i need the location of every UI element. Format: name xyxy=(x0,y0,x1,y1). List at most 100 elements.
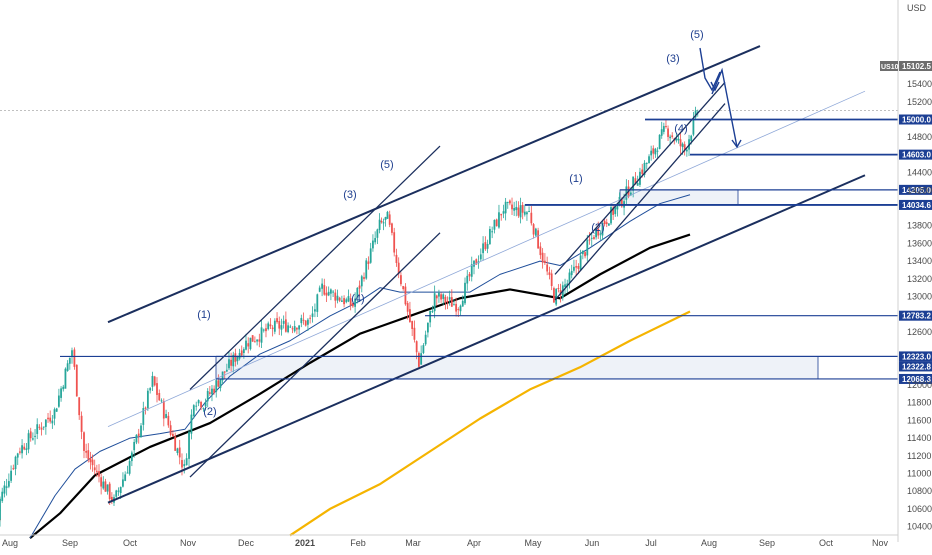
candle-body xyxy=(137,433,140,436)
candle-body xyxy=(160,400,163,402)
candle-body xyxy=(442,294,445,299)
candle-body xyxy=(586,239,589,256)
candle-body xyxy=(656,150,659,152)
candle-body xyxy=(568,272,571,283)
candle-body xyxy=(652,148,655,154)
candle-body xyxy=(245,340,247,350)
candle-body xyxy=(605,222,608,224)
y-tick-label: 15200.0 xyxy=(907,97,932,107)
candle-body xyxy=(151,375,154,387)
y-tick-label: 13200.0 xyxy=(907,274,932,284)
y-tick-label: 11000.0 xyxy=(907,469,932,479)
price-level-tag: 14034.6 xyxy=(902,201,931,210)
candle-body xyxy=(280,325,283,330)
candle-body xyxy=(291,328,294,330)
candle-body xyxy=(176,448,179,453)
candle-body xyxy=(614,207,617,215)
moving-average-orange xyxy=(289,310,691,537)
candle-body xyxy=(142,408,145,425)
candle-body xyxy=(44,419,47,427)
candle-body xyxy=(406,303,409,312)
candle-body xyxy=(64,368,67,389)
candle-body xyxy=(238,352,241,359)
candle-body xyxy=(356,287,359,298)
moving-average-black xyxy=(29,233,691,539)
price-level-tag-box xyxy=(899,199,932,210)
candle-body xyxy=(402,286,405,290)
candle-body xyxy=(27,433,30,450)
candle-body xyxy=(573,266,575,271)
symbol-tag-box xyxy=(880,61,898,71)
candle-body xyxy=(287,325,289,333)
candle-body xyxy=(316,294,319,312)
candle-body xyxy=(47,417,49,420)
candle-body xyxy=(338,297,341,301)
candle-body xyxy=(475,259,478,265)
candle-body xyxy=(295,327,298,330)
candle-body xyxy=(60,388,62,398)
y-tick-label: 13400.0 xyxy=(907,256,932,266)
candle-body xyxy=(470,264,473,277)
candle-body xyxy=(327,291,330,296)
projection-arrowhead-small xyxy=(710,81,720,92)
candle-body xyxy=(307,319,309,325)
candle-body xyxy=(667,128,669,137)
candle-body xyxy=(671,135,674,137)
candle-body xyxy=(276,318,278,323)
price-level-tag-box xyxy=(899,310,932,321)
candle-body xyxy=(12,468,15,470)
candle-body xyxy=(144,407,147,409)
candle-body xyxy=(98,471,100,477)
candle-body xyxy=(431,311,434,313)
candle-body xyxy=(83,432,85,451)
candle-body xyxy=(55,408,58,412)
candle-body xyxy=(110,496,113,501)
candle-body xyxy=(267,323,270,330)
candle-body xyxy=(53,409,56,419)
candle-body xyxy=(230,359,233,366)
candle-body xyxy=(570,270,573,276)
candle-body xyxy=(597,228,600,236)
candle-body xyxy=(195,405,198,407)
candle-body xyxy=(634,178,637,185)
currency-label: USD xyxy=(907,3,927,13)
candle-body xyxy=(360,276,363,287)
candle-body xyxy=(68,357,71,364)
wave-label: (1) xyxy=(569,173,582,185)
projection-arrowhead xyxy=(731,139,742,149)
price-level-tag-box xyxy=(899,149,932,160)
candle-body xyxy=(665,126,667,128)
candle-body xyxy=(588,239,591,241)
candle-body xyxy=(124,474,127,481)
y-tick-label: 11400.0 xyxy=(907,433,932,443)
candle-body xyxy=(599,233,602,235)
candle-body xyxy=(382,222,385,224)
candle-body xyxy=(374,238,377,243)
candle-body xyxy=(575,266,578,268)
candle-body xyxy=(49,417,52,422)
candle-body xyxy=(298,325,301,330)
candle-body xyxy=(391,223,393,233)
candle-body xyxy=(311,313,314,317)
candle-body xyxy=(14,456,17,470)
candle-body xyxy=(156,383,158,395)
channel-lower-line xyxy=(107,174,866,504)
candle-body xyxy=(251,335,254,342)
candle-body xyxy=(365,260,368,279)
wave-label: (1) xyxy=(197,309,210,321)
candle-body xyxy=(662,126,665,132)
y-tick-label: 10400.0 xyxy=(907,522,932,532)
candle-body xyxy=(455,303,458,312)
candle-body xyxy=(208,392,211,394)
candle-body xyxy=(404,286,407,305)
candle-body xyxy=(685,149,688,152)
candle-body xyxy=(461,300,464,307)
candle-body xyxy=(128,461,131,474)
price-level-tag-box xyxy=(899,361,932,372)
candle-body xyxy=(340,300,343,302)
y-tick-label: 11800.0 xyxy=(907,398,932,408)
candle-body xyxy=(523,211,526,215)
candle-body xyxy=(314,309,316,312)
